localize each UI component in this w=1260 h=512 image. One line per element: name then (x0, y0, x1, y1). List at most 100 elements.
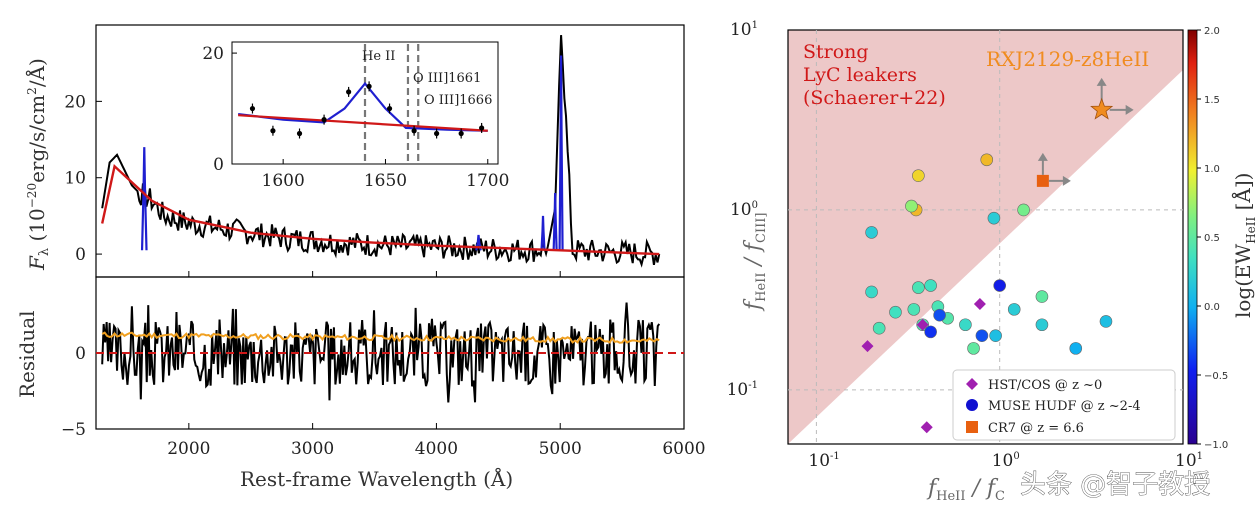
inset-o1661-label: O III]1661 (413, 71, 481, 86)
muse-point (987, 211, 1001, 225)
colorbar-tick-label: 0.0 (1204, 302, 1220, 313)
ratio-y-label: fHeII / fCIII] (741, 213, 769, 312)
spectrum-y-tick-label: 0 (75, 245, 86, 265)
target-arrow-up-head (1096, 77, 1107, 86)
residual-line (101, 302, 661, 403)
muse-point (967, 342, 980, 355)
inset-x-tick-label: 1600 (262, 171, 305, 191)
muse-point (865, 226, 878, 239)
inset-point (366, 83, 372, 89)
inset-o1666-label: O III]1666 (424, 93, 492, 108)
ratio-points (861, 77, 1134, 434)
muse-point (905, 199, 918, 213)
inset-point (321, 117, 327, 123)
residual-x-tick-label: 6000 (662, 439, 705, 459)
ratio-y-tick-label: 101 (730, 20, 758, 40)
colorbar-tick-label: 1.5 (1204, 95, 1220, 106)
inset-fit-line (238, 81, 488, 132)
muse-point (1069, 342, 1083, 355)
muse-point (907, 303, 921, 316)
spectrum-series (101, 35, 661, 268)
residual-x-tick-label: 4000 (415, 439, 458, 459)
ratio-y-tick-exp: -1 (748, 380, 758, 391)
inset-x-tick-label: 1650 (364, 171, 407, 191)
spectrum-emission-line (552, 192, 558, 251)
residual-y-tick-label: 0 (75, 344, 86, 364)
hst-cos-point (920, 421, 933, 434)
watermark: 头条 @智子教授 (1020, 470, 1210, 500)
legend-square-icon (966, 421, 978, 433)
ratio-x-tick-label: 101 (1175, 451, 1203, 471)
target-star (1090, 97, 1114, 120)
ratio-x-tick-exp: -1 (830, 451, 840, 462)
spectrum-emission-line (140, 147, 148, 251)
legend-box (952, 369, 1176, 441)
spectrum-emission-line (558, 55, 564, 251)
inset-x-tick-label: 1700 (466, 171, 509, 191)
spectrum-panel: 0 10 20 Fλ (10−20erg/s/cm2/Å) (24, 24, 685, 278)
spectrum-model-line (101, 163, 660, 256)
hst-cos-point (916, 318, 929, 331)
colorbar-label: log(EWHeII [Å]) (1230, 173, 1258, 318)
muse-point (872, 321, 886, 335)
ratio-x-tick-label: 10-1 (808, 451, 839, 471)
colorbar-tick-label: 0.5 (1204, 233, 1220, 244)
residual-panel: 2000 3000 4000 5000 6000 −5 0 Residual Rest-fr… (15, 276, 706, 491)
ratio-x-label: fHeII / fC (926, 476, 1005, 504)
inset-point (346, 89, 352, 95)
inset-panel: 1600 1650 1700 0 20 He II O III]1661 O III]1… (202, 41, 509, 191)
colorbar-tick-label: 1.0 (1204, 164, 1220, 175)
colorbar: 2.0 1.5 1.0 0.5 0.0 −0.5 −1.0 log(EWHeII [Å]) (1187, 26, 1258, 451)
muse-point (912, 281, 925, 294)
ratio-x-tick-exp: 0 (1013, 451, 1019, 462)
ratio-x-tick-label: 100 (992, 451, 1020, 471)
muse-point (959, 318, 972, 332)
inset-point (411, 128, 417, 134)
inset-point (386, 105, 393, 112)
colorbar-tick-label: 2.0 (1204, 26, 1220, 37)
leakers-title-2: LyC leakers (803, 64, 917, 86)
muse-point (933, 308, 946, 322)
residual-x-tick-label: 2000 (167, 439, 210, 459)
ratio-y-tick-label: 10-1 (727, 380, 758, 400)
spectrum-emission-line (540, 215, 546, 251)
inset-point (296, 130, 303, 137)
muse-point (975, 329, 989, 342)
residual-content: 2000 3000 4000 5000 6000 −5 0 (61, 302, 706, 459)
ratio-x-tick-exp: 1 (1197, 451, 1203, 462)
legend-muse: MUSE HUDF @ z ~2-4 (988, 399, 1141, 414)
inset-heii-label: He II (362, 49, 395, 64)
ratio-y-tick-label: 100 (730, 200, 758, 220)
muse-point (912, 169, 925, 182)
muse-point (889, 305, 902, 319)
spectrum-y-tick-label: 20 (64, 92, 86, 112)
legend-diamond-icon (966, 378, 978, 390)
inset-y-tick-label: 20 (202, 44, 224, 64)
muse-point (993, 279, 1006, 292)
muse-point (1035, 318, 1049, 332)
inset-point (434, 130, 440, 137)
x-axis-label: Rest-frame Wavelength (Å) (240, 466, 513, 491)
leakers-title-1: Strong (803, 41, 869, 63)
muse-point (924, 325, 937, 339)
residual-y-tick-label: −5 (61, 420, 86, 440)
muse-point (1099, 315, 1113, 328)
spectrum-observed-line (101, 35, 661, 268)
residual-x-tick-label: 3000 (291, 439, 334, 459)
residual-noise-line (101, 331, 660, 344)
ratio-legend: HST/COS @ z ~0 MUSE HUDF @ z ~2-4 CR7 @ … (952, 369, 1176, 441)
ratio-y-tick-exp: 1 (752, 20, 758, 31)
muse-point (989, 329, 1002, 342)
muse-point (1035, 290, 1049, 303)
residual-y-label: Residual (15, 310, 39, 398)
inset-point (270, 128, 276, 134)
muse-point (1007, 303, 1021, 316)
colorbar-ticks: 2.0 1.5 1.0 0.5 0.0 −0.5 −1.0 (1197, 26, 1228, 451)
legend-cr7: CR7 @ z = 6.6 (988, 421, 1084, 436)
cr7-point (1036, 174, 1049, 187)
muse-point (924, 279, 937, 292)
hst-cos-point (973, 297, 986, 310)
cr7-arrow-right-head (1062, 175, 1071, 186)
inset-y-tick-label: 0 (213, 155, 224, 175)
target-arrow-right-head (1125, 104, 1134, 115)
